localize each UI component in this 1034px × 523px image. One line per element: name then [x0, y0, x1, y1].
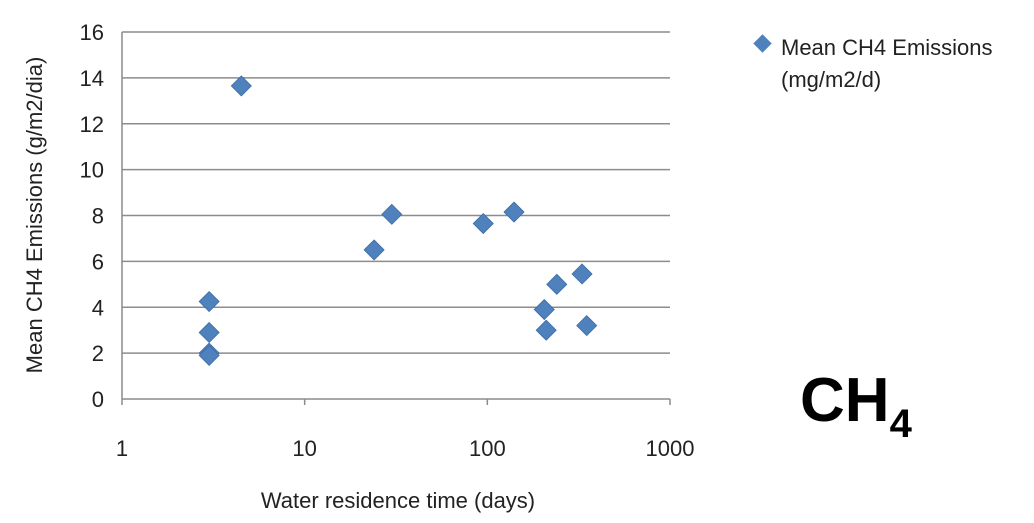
legend: Mean CH4 Emissions (mg/m2/d) [753, 32, 1034, 96]
axes [121, 32, 671, 405]
y-tick-10: 10 [80, 158, 104, 183]
ch4-annotation-main: CH [800, 366, 890, 435]
data-point-8 [503, 201, 525, 223]
y-tick-14: 14 [80, 66, 104, 91]
data-point-3 [198, 344, 220, 366]
x-tick-100: 100 [469, 436, 506, 461]
data-point-7 [472, 212, 494, 235]
data-point-0 [198, 290, 220, 313]
y-axis-title: Mean CH4 Emissions (g/m2/dia) [22, 57, 47, 374]
data-points [198, 75, 598, 366]
y-tick-6: 6 [92, 249, 104, 274]
x-tick-1: 1 [116, 436, 128, 461]
data-point-12 [571, 263, 593, 285]
y-tick-labels: 0 2 4 6 8 10 12 14 16 [80, 20, 104, 412]
legend-series-label: Mean CH4 Emissions (mg/m2/d) [781, 35, 993, 92]
data-point-9 [533, 298, 555, 321]
data-point-10 [535, 319, 557, 341]
x-tick-labels: 1 10 100 1000 [116, 436, 695, 461]
x-axis-title: Water residence time (days) [261, 488, 535, 513]
y-tick-8: 8 [92, 204, 104, 229]
x-tick-1000: 1000 [646, 436, 695, 461]
legend-diamond-marker [753, 34, 772, 53]
ch4-annotation: CH4 [800, 365, 912, 447]
data-point-4 [230, 75, 252, 97]
ch4-annotation-subscript: 4 [889, 402, 912, 446]
data-point-6 [381, 203, 403, 225]
y-tick-0: 0 [92, 387, 104, 412]
data-point-5 [363, 239, 385, 261]
data-point-11 [546, 273, 568, 295]
data-point-1 [198, 321, 220, 344]
y-tick-12: 12 [80, 112, 104, 137]
y-tick-4: 4 [92, 295, 104, 320]
y-tick-16: 16 [80, 20, 104, 45]
data-point-13 [576, 315, 598, 337]
x-tick-10: 10 [292, 436, 316, 461]
y-tick-2: 2 [92, 341, 104, 366]
